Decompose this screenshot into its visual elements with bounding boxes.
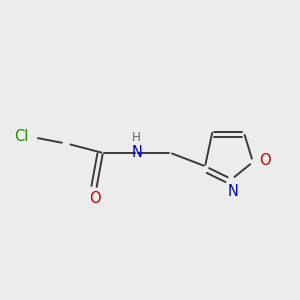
Text: H: H xyxy=(132,131,141,144)
Text: Cl: Cl xyxy=(14,129,28,144)
Text: N: N xyxy=(228,184,238,199)
Text: O: O xyxy=(259,153,270,168)
Text: N: N xyxy=(131,146,142,160)
Text: O: O xyxy=(89,191,101,206)
